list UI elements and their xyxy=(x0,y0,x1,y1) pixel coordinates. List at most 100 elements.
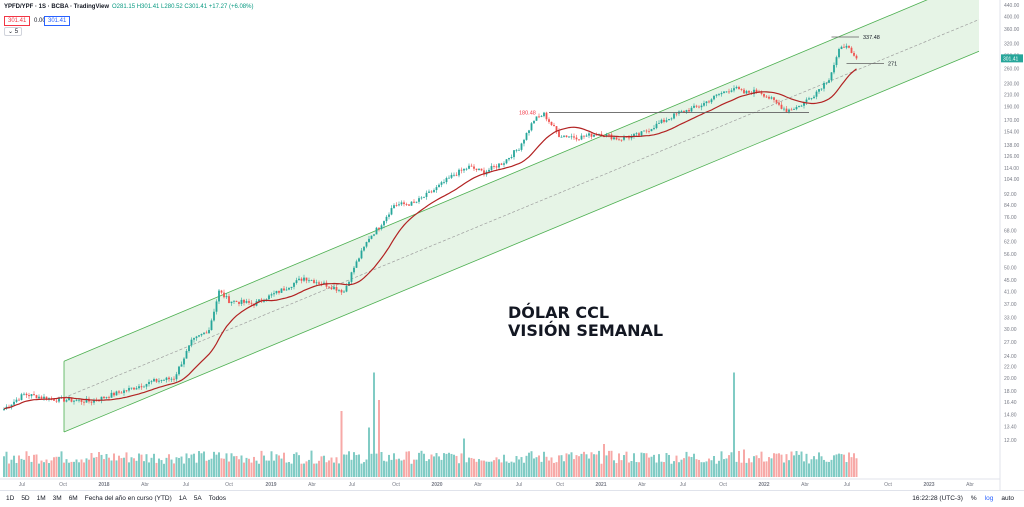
candle-body xyxy=(748,91,750,93)
candle-body xyxy=(445,178,448,183)
candle-body xyxy=(700,105,703,108)
candle-body xyxy=(685,110,688,113)
candle-body xyxy=(815,91,818,97)
candle-body xyxy=(768,96,770,99)
scale-auto-button[interactable]: auto xyxy=(1001,495,1014,502)
y-tick-label: 126.00 xyxy=(1004,154,1020,160)
candle-body xyxy=(293,282,295,287)
volume-bar xyxy=(423,453,425,477)
candle-body xyxy=(315,282,318,284)
candle-body xyxy=(158,380,160,382)
candle-body xyxy=(330,287,333,290)
volume-bar xyxy=(490,461,493,477)
y-tick-label: 68.00 xyxy=(1004,228,1017,234)
candle-body xyxy=(520,143,523,150)
candle-body xyxy=(290,286,293,288)
volume-bar xyxy=(853,453,855,477)
candle-body xyxy=(590,133,593,137)
volume-bar xyxy=(275,454,278,477)
scale-percent-button[interactable]: % xyxy=(970,495,977,502)
volume-bar xyxy=(585,454,588,477)
price-box-1[interactable]: 301.41 xyxy=(4,16,31,26)
volume-bar xyxy=(78,462,80,477)
volume-bar xyxy=(700,462,703,477)
volume-bar xyxy=(568,454,570,477)
candle-body xyxy=(418,198,420,202)
price-box-3[interactable]: 301.41 xyxy=(44,16,71,26)
candle-body xyxy=(390,208,393,215)
y-tick-label: 24.00 xyxy=(1004,354,1017,360)
volume-bar xyxy=(455,455,458,477)
candle-body xyxy=(855,55,858,59)
volume-bar xyxy=(258,463,260,477)
volume-bar xyxy=(795,451,798,477)
volume-bar xyxy=(193,453,195,477)
candlestick-chart[interactable]: 180.48 337.48 271 440.00 400.00 360.00 320.00… xyxy=(0,0,1024,490)
volume-bar xyxy=(198,451,200,477)
candle-body xyxy=(188,345,190,351)
candle-body xyxy=(50,398,53,399)
volume-bar xyxy=(838,453,840,477)
candle-body xyxy=(358,258,360,262)
range-button-7[interactable]: 5A xyxy=(193,495,202,502)
candle-body xyxy=(498,163,500,168)
range-button-4[interactable]: 6M xyxy=(68,495,78,502)
range-button-2[interactable]: 1M xyxy=(36,495,46,502)
candle-body xyxy=(723,91,725,94)
candle-body xyxy=(25,393,28,396)
indicators-toggle[interactable]: ⌄ 5 xyxy=(4,27,23,36)
range-button-1[interactable]: 5D xyxy=(21,495,30,502)
x-tick-label: Oct xyxy=(225,482,233,488)
candle-body xyxy=(93,400,95,403)
volume-bar xyxy=(125,452,128,477)
moving-average-line xyxy=(3,68,857,410)
volume-bar xyxy=(648,457,650,477)
candle-body xyxy=(198,335,200,337)
volume-bar xyxy=(463,438,465,477)
candle-body xyxy=(298,278,300,281)
volume-bar xyxy=(438,456,440,477)
range-button-6[interactable]: 1A xyxy=(178,495,187,502)
volume-bar xyxy=(743,449,745,477)
range-button-3[interactable]: 3M xyxy=(52,495,62,502)
volume-bar xyxy=(215,454,218,477)
volume-bar xyxy=(103,459,105,477)
scale-log-button[interactable]: log xyxy=(984,495,994,502)
candle-body xyxy=(33,394,35,396)
volume-bar xyxy=(368,427,370,477)
range-buttons: 1D 5D 1M 3M 6M Fecha del año en curso (YTD) 1A… xyxy=(6,495,226,502)
volume-bar xyxy=(328,460,330,477)
volume-bar xyxy=(768,457,770,477)
volume-bar xyxy=(108,457,110,477)
volume-bar xyxy=(95,456,98,477)
range-button-8[interactable]: Todos xyxy=(208,495,227,502)
x-tick-label: Abr xyxy=(966,482,974,488)
volume-bar xyxy=(213,451,215,477)
range-button-0[interactable]: 1D xyxy=(6,495,15,502)
candle-body xyxy=(325,282,328,287)
candle-body xyxy=(200,333,203,336)
volume-bar xyxy=(415,459,418,477)
volume-bar xyxy=(448,452,450,477)
y-tick-label: 92.00 xyxy=(1004,192,1017,198)
candle-body xyxy=(798,106,800,108)
volume-bar xyxy=(683,458,685,477)
candle-body xyxy=(575,137,578,140)
candle-body xyxy=(355,261,358,268)
volume-bar xyxy=(265,460,268,477)
volume-bar xyxy=(340,411,343,477)
candle-body xyxy=(830,72,833,81)
candle-body xyxy=(488,169,490,172)
volume-bar xyxy=(60,451,63,477)
volume-bar xyxy=(508,462,510,477)
candle-body xyxy=(410,201,413,206)
volume-bar xyxy=(400,460,403,477)
volume-bar xyxy=(480,460,483,477)
candle-body xyxy=(535,116,538,121)
volume-bar xyxy=(233,456,235,477)
level-label-180.48: 180.48 xyxy=(519,111,536,117)
x-tick-label: 2022 xyxy=(758,482,769,488)
volume-bar xyxy=(725,458,728,477)
range-button-5[interactable]: Fecha del año en curso (YTD) xyxy=(84,495,172,502)
y-tick-label: 76.00 xyxy=(1004,215,1017,221)
